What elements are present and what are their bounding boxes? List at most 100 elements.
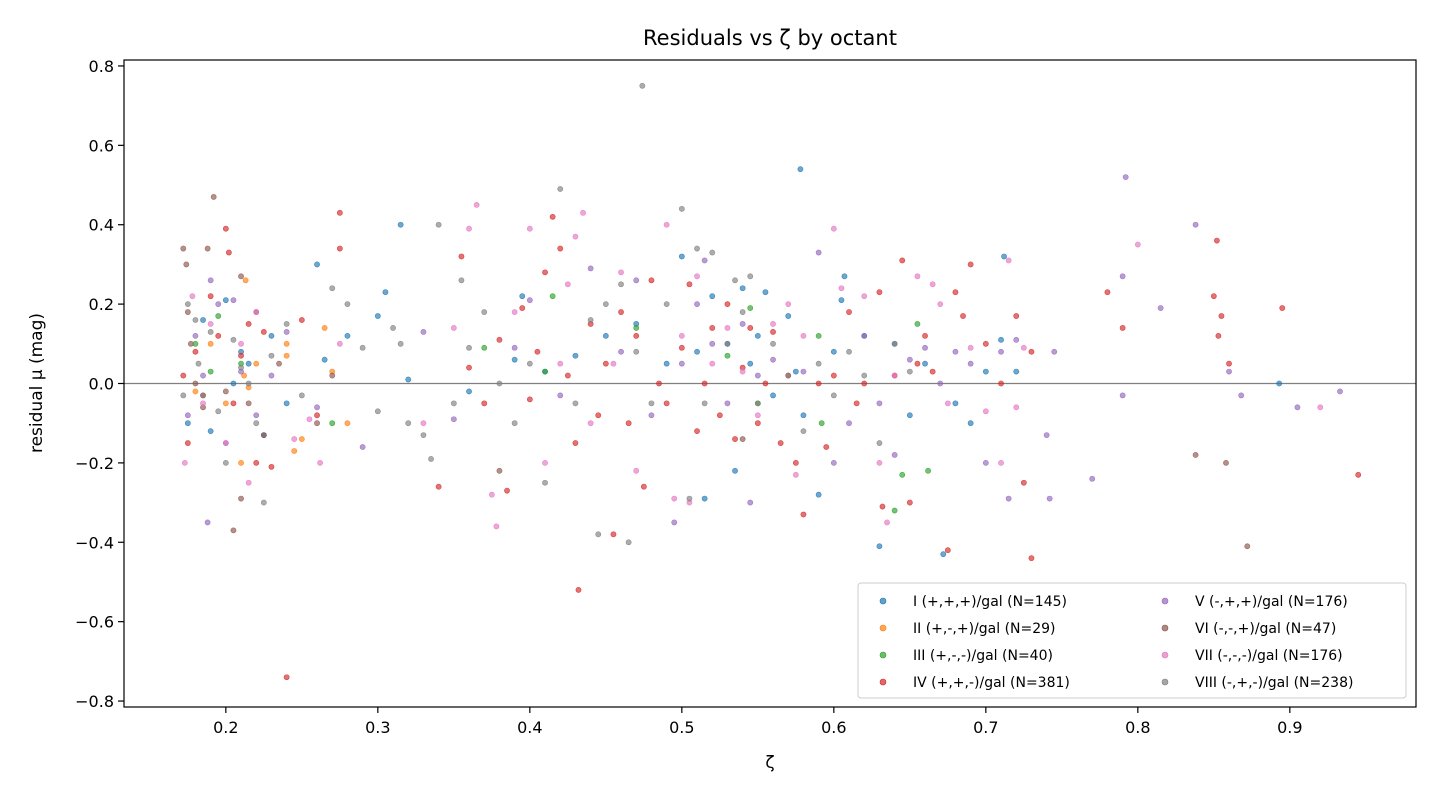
data-point — [225, 249, 232, 256]
data-point — [922, 344, 928, 351]
data-point — [625, 420, 632, 427]
data-point — [1005, 495, 1012, 502]
data-point — [1119, 273, 1126, 280]
data-point — [1279, 305, 1286, 311]
data-point — [488, 491, 495, 498]
data-point — [587, 420, 594, 427]
data-point — [200, 400, 206, 407]
data-point — [180, 372, 187, 379]
data-point — [314, 261, 320, 268]
data-point — [800, 368, 807, 375]
data-point — [701, 400, 708, 407]
data-point — [1192, 221, 1199, 228]
data-point — [405, 420, 412, 427]
data-point — [785, 372, 792, 379]
data-point — [686, 495, 693, 502]
data-point — [925, 467, 931, 474]
data-point — [222, 388, 229, 395]
legend-label: V (-,+,+)/gal (N=176) — [1195, 594, 1348, 610]
data-point — [241, 372, 247, 379]
data-point — [663, 221, 670, 228]
data-point — [709, 325, 716, 331]
data-point — [678, 360, 685, 367]
data-point — [648, 412, 655, 419]
data-point — [314, 404, 320, 411]
data-point — [944, 547, 951, 554]
data-point — [701, 495, 708, 502]
data-point — [238, 273, 244, 280]
data-point — [982, 340, 989, 347]
data-point — [291, 436, 298, 442]
series-group — [181, 201, 1324, 530]
data-point — [526, 360, 533, 367]
legend-item: VI (-,-,+)/gal (N=47) — [1161, 621, 1336, 637]
data-point — [739, 285, 746, 292]
data-point — [815, 491, 822, 498]
data-point — [815, 380, 822, 387]
data-point — [754, 412, 761, 419]
data-point — [210, 194, 217, 200]
data-point — [268, 352, 275, 359]
data-point — [818, 420, 825, 427]
data-point — [230, 527, 237, 534]
data-point — [473, 201, 480, 208]
data-point — [314, 412, 320, 419]
data-point — [192, 332, 199, 339]
data-point — [189, 293, 196, 300]
data-point — [1089, 475, 1096, 482]
data-point — [344, 420, 351, 427]
data-point — [1001, 253, 1007, 260]
data-point — [952, 400, 959, 407]
data-point — [1028, 555, 1035, 562]
data-point — [291, 448, 298, 454]
data-point — [260, 432, 267, 439]
data-point — [709, 293, 716, 300]
data-point — [937, 380, 944, 387]
data-point — [557, 186, 564, 192]
series-group — [192, 277, 351, 466]
data-point — [1317, 404, 1324, 411]
data-point — [1223, 459, 1229, 466]
legend-marker — [879, 597, 887, 605]
data-point — [747, 305, 754, 311]
data-point — [564, 281, 571, 288]
data-point — [663, 360, 670, 367]
data-point — [283, 321, 290, 327]
data-point — [230, 400, 237, 407]
data-point — [215, 332, 222, 339]
data-point — [879, 503, 886, 510]
y-tick-label: −0.2 — [75, 454, 114, 473]
data-point — [701, 380, 708, 387]
data-point — [694, 348, 700, 355]
data-point — [1051, 348, 1058, 355]
data-point — [960, 313, 966, 319]
data-point — [891, 340, 898, 347]
data-point — [405, 376, 412, 383]
data-point — [557, 245, 564, 252]
data-point — [846, 309, 852, 315]
data-point — [260, 328, 267, 335]
data-point — [245, 479, 252, 486]
data-point — [184, 412, 191, 419]
data-point — [861, 380, 868, 387]
data-point — [823, 444, 830, 450]
data-point — [1005, 257, 1012, 264]
legend-marker — [1161, 597, 1169, 605]
legend-item: V (-,+,+)/gal (N=176) — [1161, 594, 1348, 610]
data-point — [732, 277, 738, 284]
data-point — [1244, 543, 1251, 550]
data-point — [792, 471, 799, 478]
data-point — [575, 587, 582, 593]
data-point — [1238, 392, 1245, 399]
data-point — [618, 269, 624, 276]
data-point — [716, 412, 723, 419]
x-axis: 0.2 0.3 0.4 0.5 0.6 0.7 0.8 0.9 — [213, 707, 1303, 737]
data-point — [572, 233, 579, 240]
data-point — [420, 328, 427, 335]
data-point — [222, 400, 229, 407]
data-point — [694, 301, 700, 308]
data-point — [732, 436, 738, 442]
data-point — [891, 372, 898, 379]
data-point — [982, 368, 989, 375]
data-point — [770, 340, 776, 347]
